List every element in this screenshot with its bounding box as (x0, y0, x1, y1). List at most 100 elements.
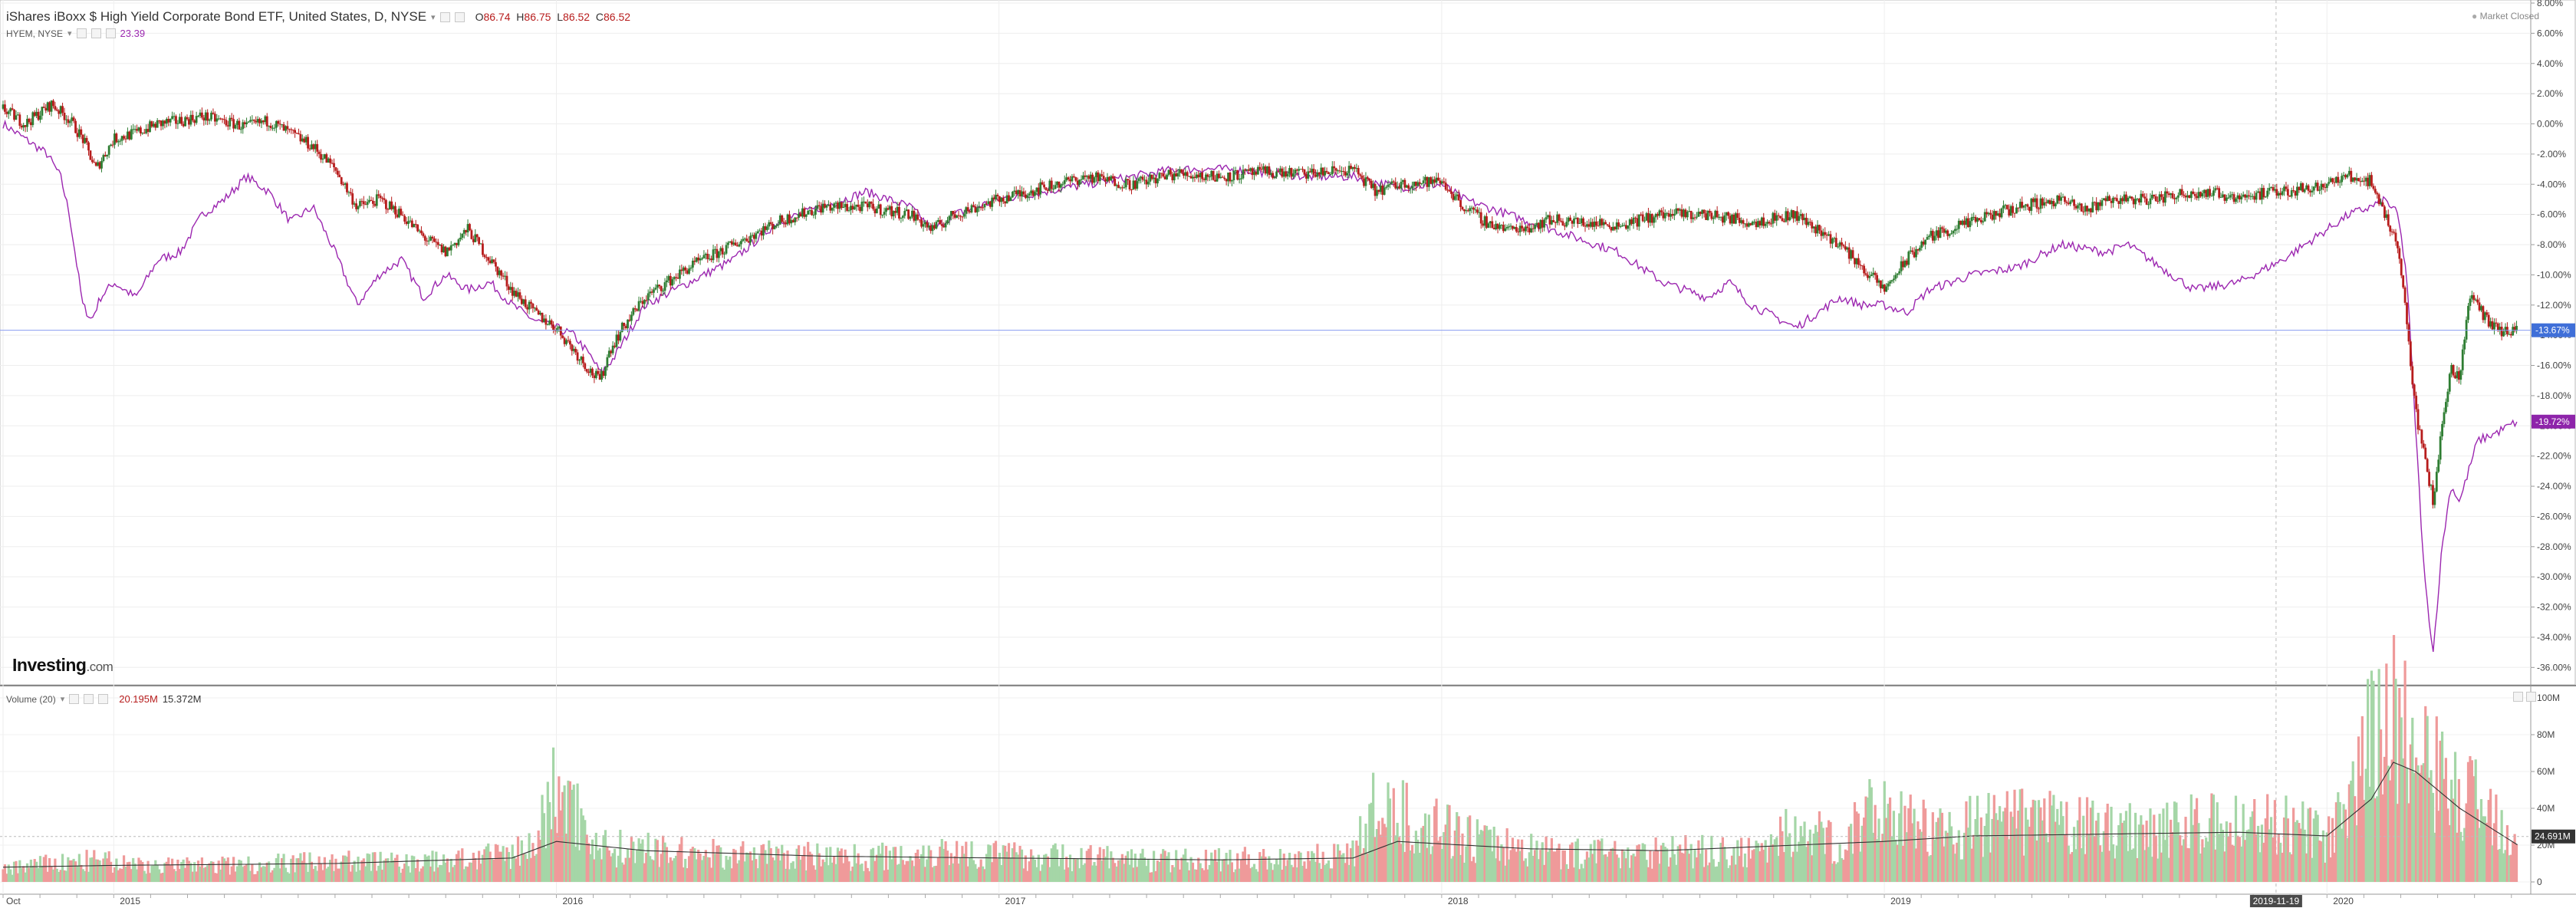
close-icon[interactable] (454, 12, 465, 22)
candle-body (423, 235, 426, 241)
candle-body (285, 126, 287, 131)
candle-body (544, 318, 548, 325)
volume-bar (286, 872, 289, 882)
candle-body (236, 120, 239, 125)
candle-body (1734, 213, 1737, 224)
volume-bar (29, 859, 32, 882)
volume-bar (2415, 757, 2418, 882)
volume-bar (722, 869, 726, 882)
volume-bar (1285, 866, 1288, 882)
volume-bar (797, 845, 801, 882)
candle-body (485, 257, 488, 258)
candle-body (453, 242, 456, 245)
eye-icon[interactable] (69, 694, 80, 704)
volume-bar (1935, 821, 1938, 882)
eye-icon[interactable] (76, 28, 87, 38)
eye-icon[interactable] (439, 12, 450, 22)
candle-body (623, 322, 626, 327)
candle-body (1598, 219, 1601, 226)
volume-bar (845, 856, 849, 882)
chevron-down-icon[interactable]: ▾ (67, 29, 72, 38)
settings-icon[interactable] (90, 28, 101, 38)
volume-bar (2260, 824, 2264, 882)
candle-body (1641, 214, 1644, 222)
chevron-down-icon[interactable]: ▾ (431, 12, 436, 22)
price-pane[interactable] (0, 99, 2531, 653)
close-icon[interactable] (98, 694, 109, 704)
candle-body (1487, 223, 1490, 229)
candle-body (2368, 175, 2371, 186)
candle-body (1881, 285, 1884, 288)
candle-body (457, 239, 460, 245)
candle-body (182, 123, 185, 127)
candle-body (2099, 202, 2101, 206)
candle-body (327, 158, 330, 163)
settings-icon[interactable] (84, 694, 94, 704)
candle-body (2281, 191, 2284, 196)
candle-body (1329, 173, 1332, 175)
candle-body (139, 127, 142, 133)
volume-bar (490, 859, 494, 882)
volume-bar (1837, 862, 1840, 882)
volume-pane[interactable] (0, 635, 2531, 882)
volume-bar (1598, 841, 1601, 882)
candle-body (504, 275, 506, 277)
candle-body (1987, 212, 1990, 215)
close-icon[interactable] (105, 28, 116, 38)
volume-bar (1068, 854, 1072, 882)
candle-body (2296, 186, 2298, 196)
volume-title[interactable]: Volume (20) (6, 693, 56, 705)
candle-body (24, 125, 27, 127)
candle-body (1245, 169, 1249, 171)
volume-bar (1107, 868, 1111, 882)
symbol-title[interactable]: iShares iBoxx $ High Yield Corporate Bon… (6, 9, 427, 24)
chevron-down-icon[interactable]: ▾ (60, 695, 65, 704)
candle-body (2413, 384, 2416, 396)
candle-body (1216, 173, 1219, 182)
volume-bar (606, 847, 609, 882)
candle-body (299, 133, 302, 142)
candle-body (2372, 186, 2375, 189)
candle-body (239, 129, 242, 130)
candle-body (769, 222, 772, 224)
volume-bar (2210, 793, 2213, 882)
candle-body (410, 220, 413, 228)
volume-bar (1002, 845, 1005, 882)
candle-body (1554, 222, 1557, 223)
candle-body (1658, 210, 1661, 216)
volume-bar (663, 842, 666, 882)
candle-body (701, 258, 703, 260)
candle-body (1972, 216, 1976, 218)
y-tick-label: -10.00% (2537, 269, 2571, 280)
maximize-pane-icon[interactable] (2513, 692, 2523, 702)
candle-body (1255, 172, 1258, 175)
collapse-pane-icon[interactable] (2526, 692, 2536, 702)
candle-body (76, 133, 79, 137)
candle-body (517, 292, 519, 297)
candle-body (2342, 175, 2345, 176)
volume-bar (180, 862, 183, 882)
compare-symbol[interactable]: HYEM, NYSE (6, 28, 64, 39)
candle-body (186, 117, 189, 120)
volume-bar (2097, 812, 2100, 882)
volume-bar (310, 861, 314, 882)
candle-body (61, 106, 64, 113)
volume-bar (154, 860, 157, 882)
last-value-box (2532, 414, 2575, 429)
candle-body (907, 209, 910, 219)
candle-body (2154, 196, 2157, 202)
candle-body (1312, 169, 1315, 175)
candle-body (1844, 246, 1847, 250)
candle-body (1376, 189, 1378, 196)
volume-bar (1617, 857, 1620, 882)
candle-body (1000, 197, 1003, 202)
volume-bar (2245, 830, 2249, 882)
volume-bar (453, 864, 456, 882)
volume-bar (461, 848, 464, 882)
volume-bar (1156, 860, 1160, 882)
candle-body (377, 194, 380, 196)
volume-bar (1933, 839, 1936, 882)
volume-bar (931, 867, 934, 882)
candle-body (682, 267, 685, 271)
